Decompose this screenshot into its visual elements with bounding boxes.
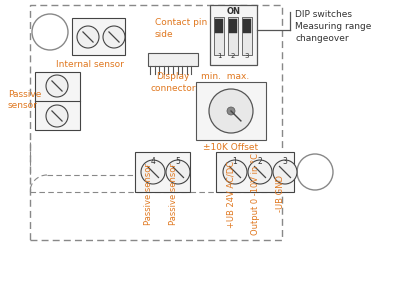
Circle shape	[248, 160, 272, 184]
Text: Display
connector: Display connector	[150, 72, 196, 93]
Circle shape	[227, 107, 235, 115]
Bar	[148, 53, 198, 66]
Text: 2: 2	[258, 157, 263, 166]
Circle shape	[209, 89, 253, 133]
Text: ON: ON	[227, 7, 240, 16]
Text: 1: 1	[217, 53, 221, 59]
Text: ±10K Offset: ±10K Offset	[204, 143, 259, 152]
Text: Contact pin
side: Contact pin side	[155, 18, 207, 39]
Circle shape	[223, 160, 247, 184]
Bar	[214, 17, 224, 55]
Text: Passive sensor: Passive sensor	[169, 163, 178, 225]
Text: DIP switches: DIP switches	[295, 10, 352, 19]
Bar	[72, 18, 125, 55]
Text: changeover: changeover	[295, 34, 348, 43]
Circle shape	[46, 105, 68, 127]
Bar	[196, 82, 266, 140]
Bar	[210, 5, 257, 65]
Bar	[243, 19, 251, 33]
Bar	[135, 152, 190, 192]
Bar	[30, 5, 282, 240]
Text: -UB GND: -UB GND	[276, 175, 285, 213]
Bar	[228, 17, 238, 55]
Bar	[216, 152, 294, 192]
Text: Passive
sensor: Passive sensor	[8, 90, 41, 111]
Circle shape	[46, 75, 68, 97]
Circle shape	[273, 160, 297, 184]
Bar	[242, 17, 252, 55]
Bar	[35, 72, 80, 130]
Circle shape	[141, 160, 165, 184]
Text: +UB 24V AC/DC: +UB 24V AC/DC	[226, 160, 235, 228]
Text: Measuring range: Measuring range	[295, 22, 371, 31]
Circle shape	[166, 160, 190, 184]
Text: Passive sensor: Passive sensor	[144, 163, 153, 225]
Text: 1: 1	[232, 157, 237, 166]
Bar	[229, 19, 237, 33]
Text: min.  max.: min. max.	[201, 72, 249, 81]
Text: 5: 5	[175, 157, 181, 166]
Circle shape	[103, 26, 125, 48]
Text: Internal sensor: Internal sensor	[56, 60, 124, 69]
Text: 4: 4	[150, 157, 156, 166]
Text: 2: 2	[231, 53, 235, 59]
Text: 3: 3	[245, 53, 249, 59]
Circle shape	[77, 26, 99, 48]
Text: 3: 3	[283, 157, 287, 166]
Bar	[215, 19, 223, 33]
Text: Output 0 -10V in °C: Output 0 -10V in °C	[251, 153, 260, 235]
